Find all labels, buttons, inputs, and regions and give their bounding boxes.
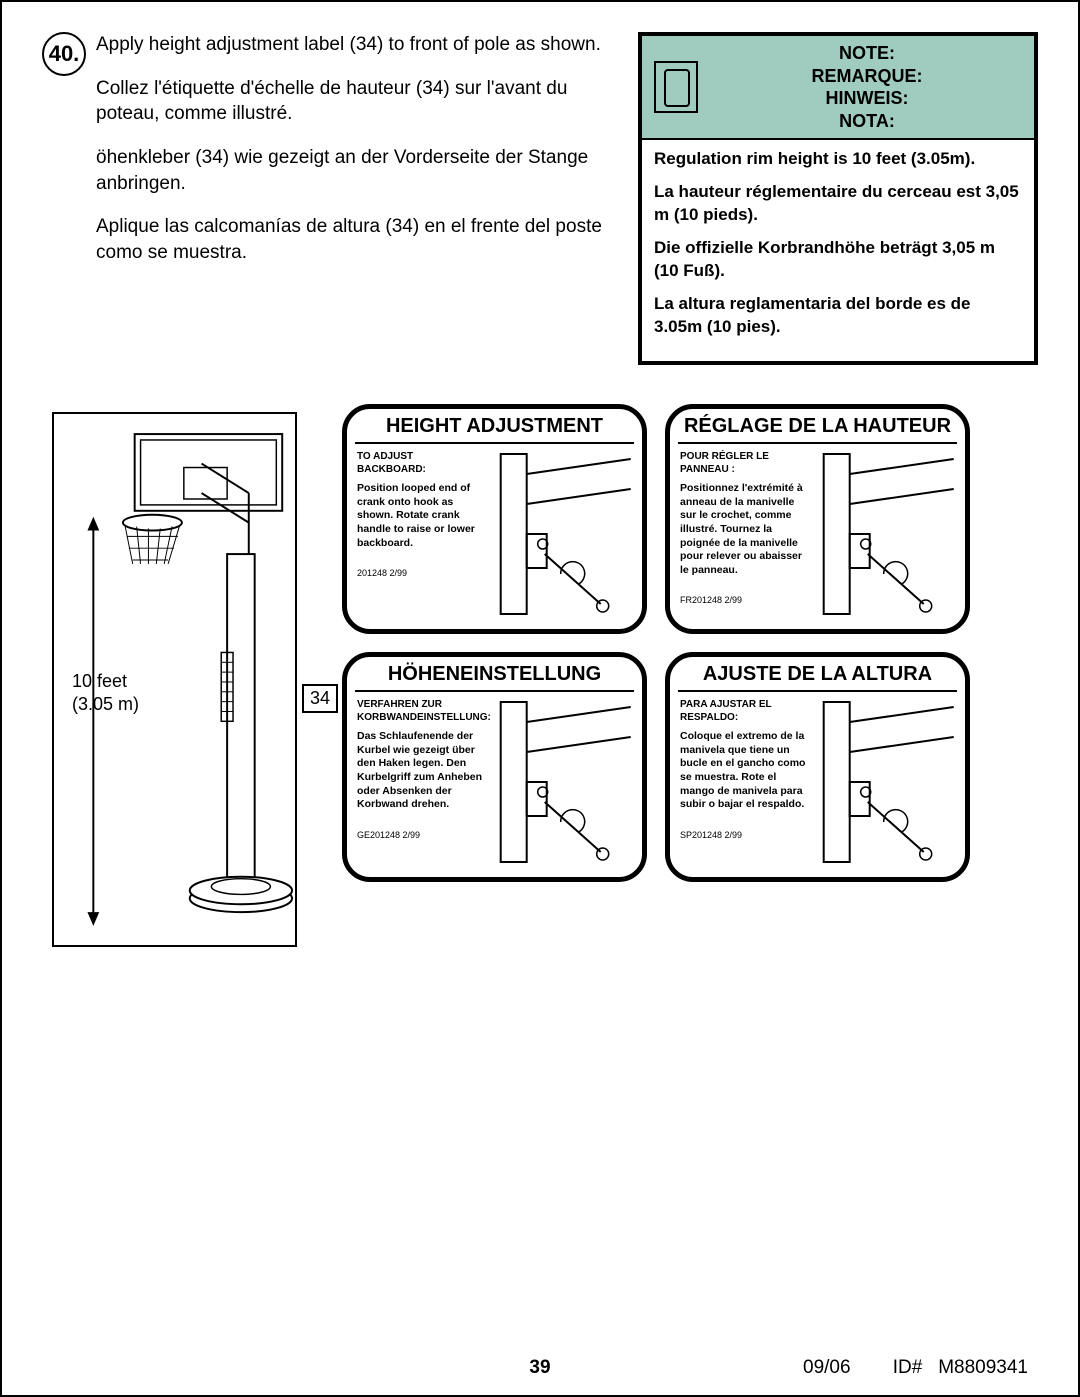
panel-desc: Coloque el extremo de la manivela que ti… [680,730,808,812]
step-text-en: Apply height adjustment label (34) to fr… [96,32,618,58]
height-label: 10 feet (3.05 m) [72,670,139,717]
panel-code: GE201248 2/99 [357,830,485,842]
note-title-fr: REMARQUE: [712,65,1022,88]
footer-id: M8809341 [938,1357,1028,1378]
panel-desc: Positionnez l'extrémité à anneau de la m… [680,482,808,577]
note-box: NOTE: REMARQUE: HINWEIS: NOTA: Regulatio… [638,32,1038,365]
manual-page: 40. Apply height adjustment label (34) t… [0,0,1080,1397]
note-body: Regulation rim height is 10 feet (3.05m)… [642,140,1034,361]
top-section: 40. Apply height adjustment label (34) t… [42,32,1038,365]
footer-right: 09/06 ID# M8809341 [803,1357,1028,1379]
crank-illustration [812,692,965,872]
note-line-en: Regulation rim height is 10 feet (3.05m)… [654,148,1022,171]
crank-illustration [489,692,642,872]
panel-subhead: TO ADJUST BACKBOARD: [357,450,485,476]
panel-title: HÖHENEINSTELLUNG [355,657,634,692]
panel-text: TO ADJUST BACKBOARD: Position looped end… [347,444,489,624]
note-title-de: HINWEIS: [712,87,1022,110]
scroll-icon [654,61,698,113]
panel-height-adjustment-es: AJUSTE DE LA ALTURA PARA AJUSTAR EL RESP… [665,652,970,882]
hoop-diagram: 10 feet (3.05 m) [52,412,297,947]
page-number: 39 [529,1357,550,1379]
panel-subhead: VERFAHREN ZUR KORBWANDEINSTELLUNG: [357,698,485,724]
step-text-es: Aplique las calcomanías de altura (34) e… [96,214,618,265]
panel-desc: Das Schlaufenende der Kurbel wie gezeigt… [357,730,485,812]
step-number-badge: 40. [42,32,86,76]
instruction-panels: HEIGHT ADJUSTMENT TO ADJUST BACKBOARD: P… [342,404,970,882]
panel-height-adjustment-fr: RÉGLAGE DE LA HAUTEUR POUR RÉGLER LE PAN… [665,404,970,634]
panel-text: VERFAHREN ZUR KORBWANDEINSTELLUNG: Das S… [347,692,489,872]
note-title-es: NOTA: [712,110,1022,133]
panel-text: PARA AJUSTAR EL RESPALDO: Coloque el ext… [670,692,812,872]
crank-illustration [812,444,965,624]
step-column: 40. Apply height adjustment label (34) t… [42,32,618,365]
diagram-area: 10 feet (3.05 m) 34 HEIGHT ADJUSTMENT TO… [42,412,1038,1325]
panel-height-adjustment-en: HEIGHT ADJUSTMENT TO ADJUST BACKBOARD: P… [342,404,647,634]
panel-height-adjustment-de: HÖHENEINSTELLUNG VERFAHREN ZUR KORBWANDE… [342,652,647,882]
panel-title: RÉGLAGE DE LA HAUTEUR [678,409,957,444]
note-titles: NOTE: REMARQUE: HINWEIS: NOTA: [712,42,1022,132]
panel-code: SP201248 2/99 [680,830,808,842]
note-title-en: NOTE: [712,42,1022,65]
note-header: NOTE: REMARQUE: HINWEIS: NOTA: [642,36,1034,140]
panel-title: AJUSTE DE LA ALTURA [678,657,957,692]
part-number-label: 34 [302,684,338,713]
panel-subhead: PARA AJUSTAR EL RESPALDO: [680,698,808,724]
footer-id-label: ID# [893,1357,923,1378]
panel-text: POUR RÉGLER LE PANNEAU : Positionnez l'e… [670,444,812,624]
step-text-de: öhenkleber (34) wie gezeigt an der Vorde… [96,145,618,196]
note-line-de: Die offizielle Korbrandhöhe beträgt 3,05… [654,237,1022,283]
note-line-es: La altura reglamentaria del borde es de … [654,293,1022,339]
step-text-fr: Collez l'étiquette d'échelle de hauteur … [96,76,618,127]
panel-code: FR201248 2/99 [680,595,808,607]
panel-desc: Position looped end of crank onto hook a… [357,482,485,550]
crank-illustration [489,444,642,624]
panel-title: HEIGHT ADJUSTMENT [355,409,634,444]
step-instructions: Apply height adjustment label (34) to fr… [96,32,618,365]
panel-subhead: POUR RÉGLER LE PANNEAU : [680,450,808,476]
footer-date: 09/06 [803,1357,851,1378]
height-feet: 10 feet [72,670,139,693]
height-meters: (3.05 m) [72,693,139,716]
panel-code: 201248 2/99 [357,568,485,580]
page-footer: 39 09/06 ID# M8809341 [2,1357,1078,1379]
note-line-fr: La hauteur réglementaire du cerceau est … [654,181,1022,227]
